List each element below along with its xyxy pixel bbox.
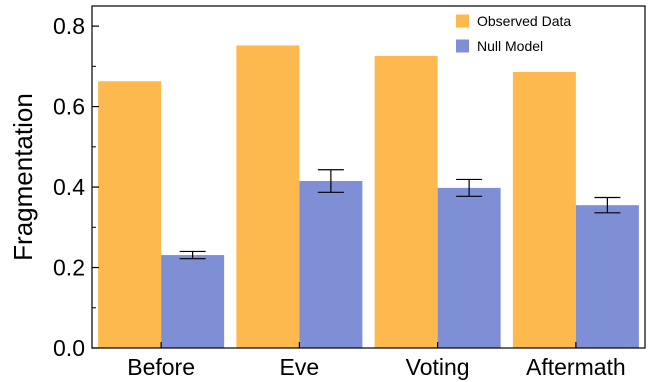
legend: Observed Data Null Model xyxy=(456,13,571,54)
y-axis-ticks: 0.0 0.2 0.4 0.6 0.8 xyxy=(53,13,99,361)
y-tick-label: 0.8 xyxy=(53,13,85,39)
error-bar-null-model-eve xyxy=(317,169,344,193)
plot-frame xyxy=(91,5,646,349)
x-tick-label-before: Before xyxy=(127,354,195,380)
y-axis-title: Fragmentation xyxy=(8,93,38,261)
legend-swatch-observed-data xyxy=(456,14,469,28)
x-axis-ticks: Before Eve Voting Aftermath xyxy=(127,342,626,380)
bar-observed-data-eve xyxy=(236,45,300,348)
bar-null-model-eve xyxy=(299,181,363,348)
bar-null-model-aftermath xyxy=(575,205,639,348)
legend-swatch-null-model xyxy=(456,39,469,53)
bar-observed-data-voting xyxy=(374,55,438,349)
legend-label-observed-data: Observed Data xyxy=(477,13,571,29)
y-tick-label: 0.4 xyxy=(53,174,85,200)
error-bar-null-model-aftermath xyxy=(594,196,621,214)
bar-null-model-before xyxy=(161,255,225,348)
x-tick-label-eve: Eve xyxy=(280,354,320,380)
error-bar-null-model-before xyxy=(179,250,206,260)
error-bars-layer xyxy=(179,169,621,260)
y-tick-label: 0.0 xyxy=(53,335,85,361)
y-tick-label: 0.2 xyxy=(53,255,85,281)
x-tick-label-aftermath: Aftermath xyxy=(526,354,626,380)
bar-observed-data-aftermath xyxy=(512,71,576,348)
legend-label-null-model: Null Model xyxy=(477,38,543,54)
bars-layer xyxy=(98,45,639,349)
bar-null-model-voting xyxy=(437,187,501,348)
x-tick-label-voting: Voting xyxy=(406,354,470,380)
error-bar-null-model-voting xyxy=(456,178,483,197)
bar-observed-data-before xyxy=(98,81,162,349)
y-tick-label: 0.6 xyxy=(53,94,85,120)
